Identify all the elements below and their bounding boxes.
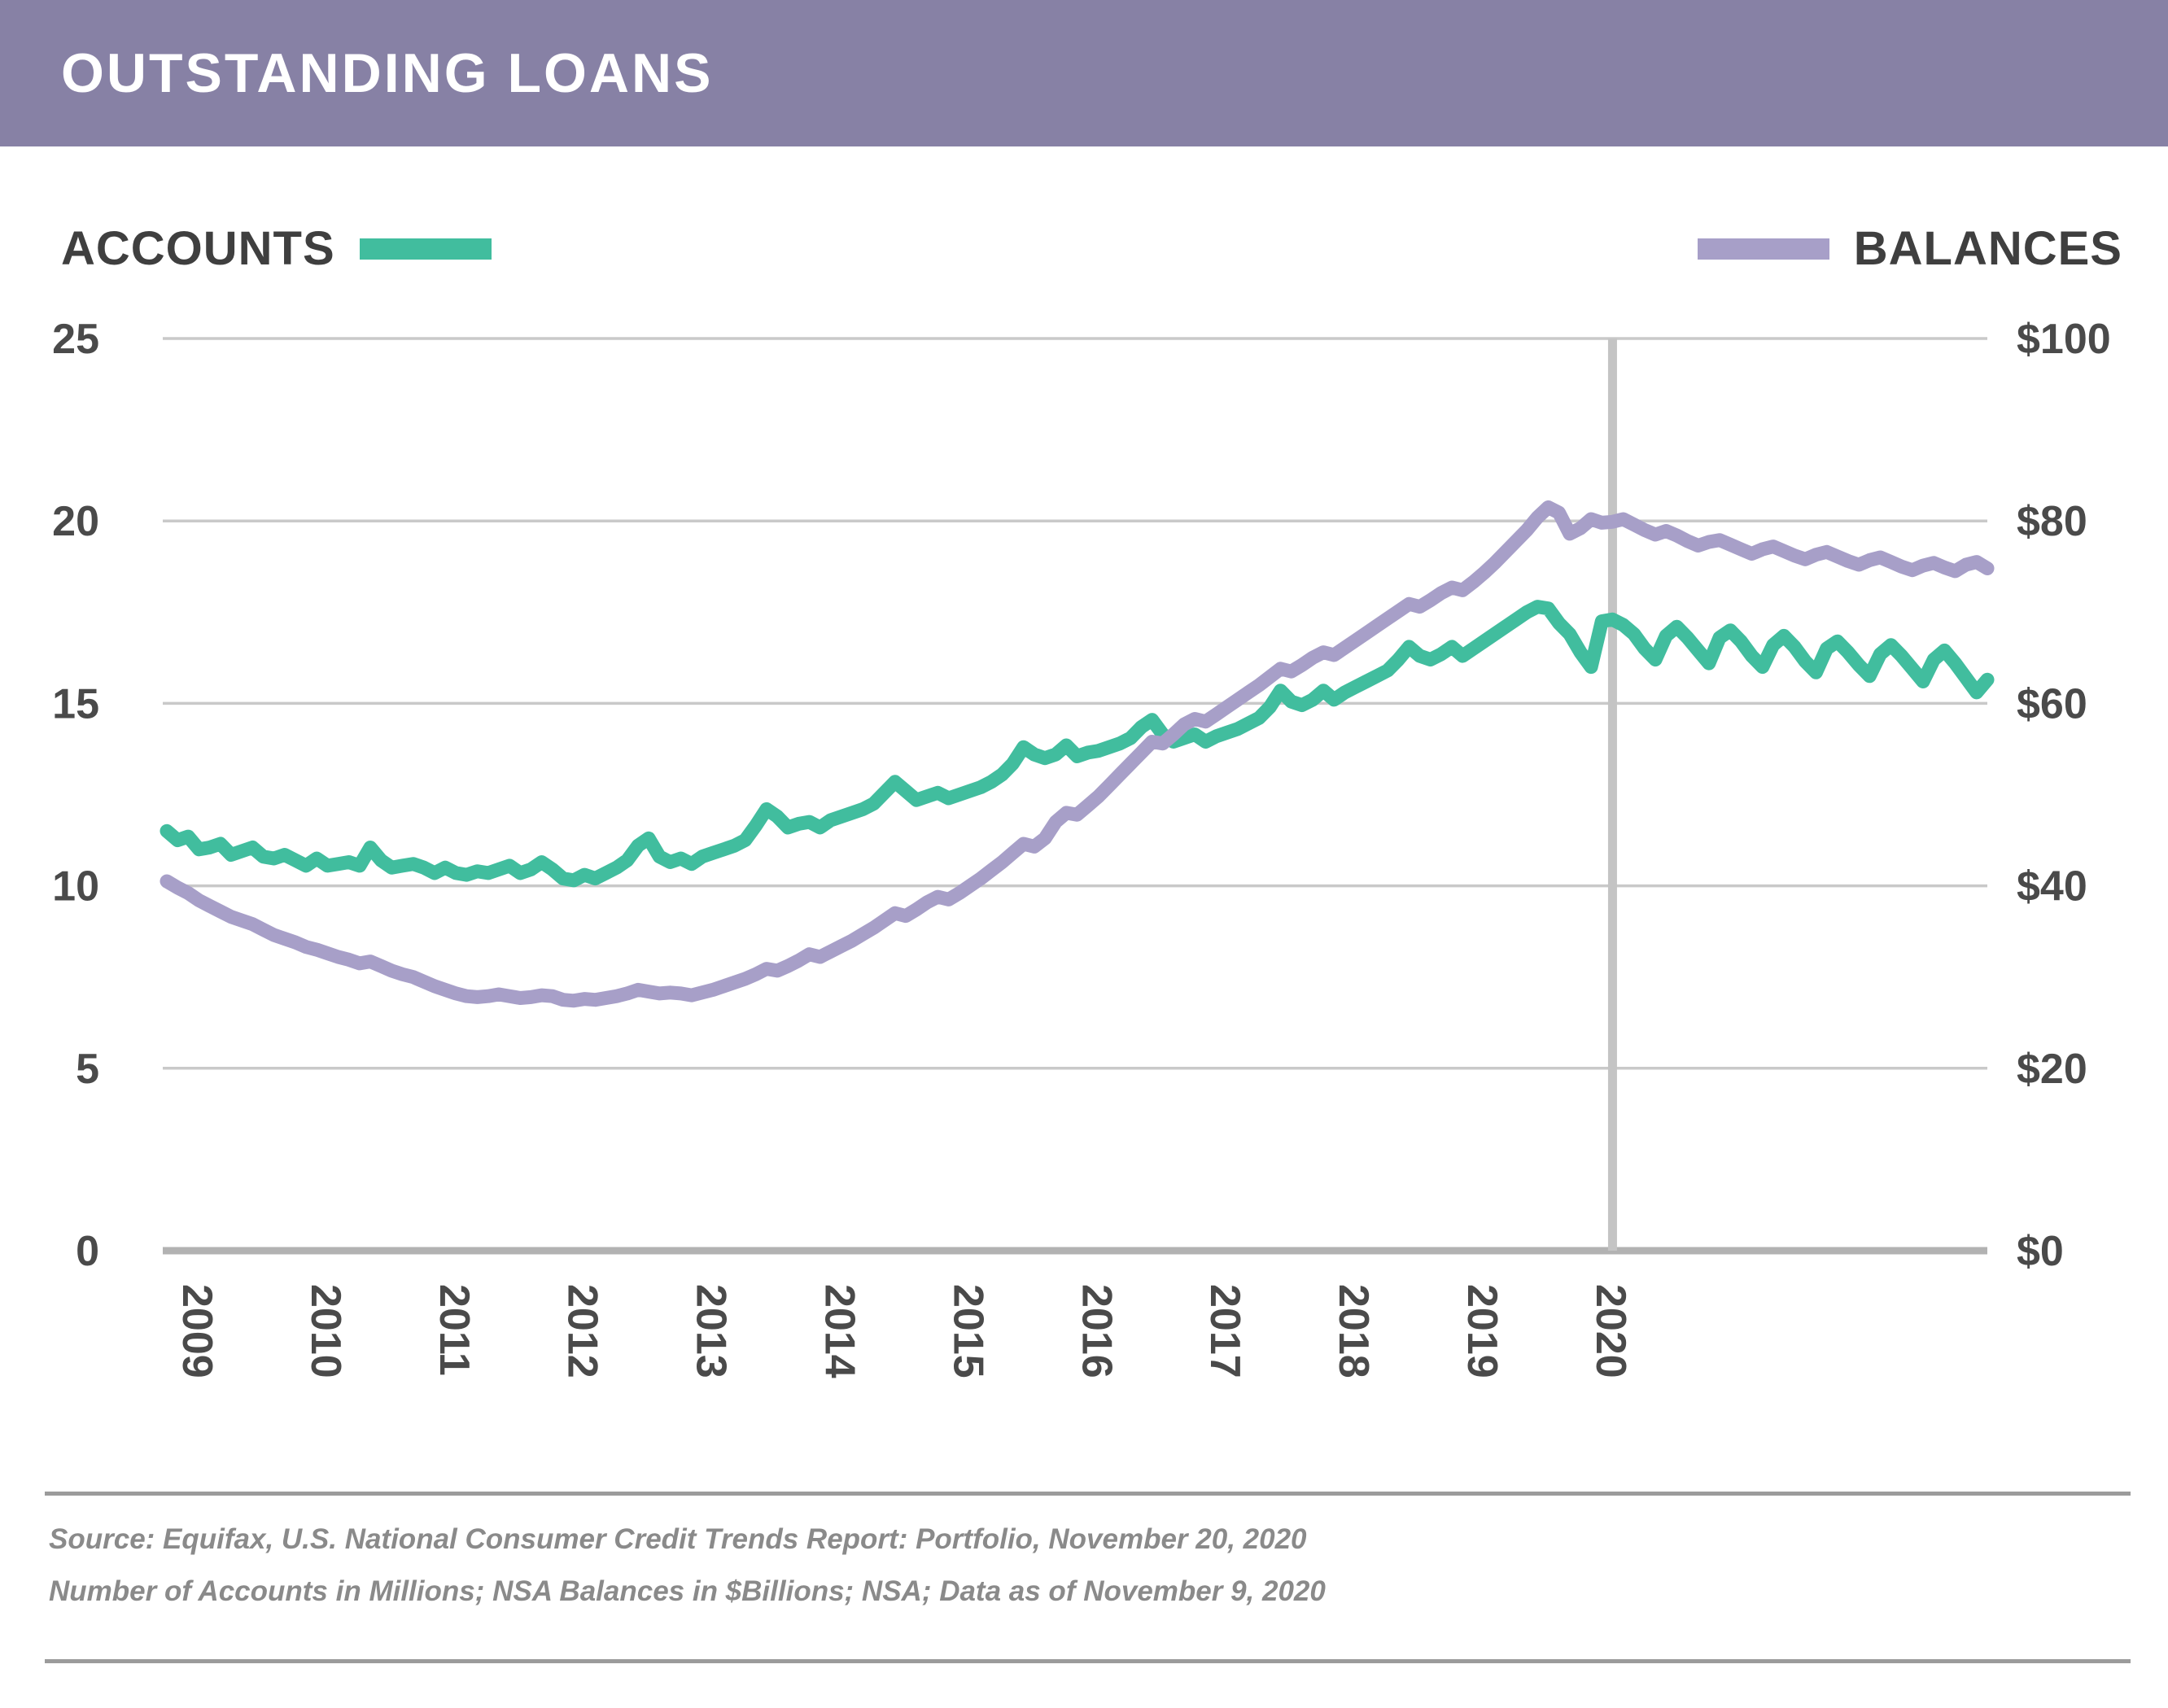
footer-divider-bottom [45, 1659, 2131, 1663]
right-axis-tick-20: $20 [2017, 1046, 2087, 1093]
accounts-legend-swatch [359, 238, 492, 260]
x-axis-tick-2012: 2012 [559, 1284, 606, 1378]
accounts-series-line [160, 600, 1995, 888]
page-title: OUTSTANDING LOANS [61, 42, 714, 104]
x-axis-tick-2017: 2017 [1201, 1284, 1248, 1378]
x-axis-tick-2018: 2018 [1330, 1284, 1377, 1378]
title-bar: OUTSTANDING LOANS [0, 0, 2168, 146]
left-axis-tick-5: 5 [76, 1046, 99, 1093]
x-axis-tick-2019: 2019 [1458, 1284, 1506, 1378]
left-axis-tick-15: 15 [52, 680, 99, 727]
left-axis-tick-10: 10 [52, 863, 99, 911]
left-axis-tick-20: 20 [52, 498, 99, 545]
right-axis-tick-40: $40 [2017, 863, 2087, 911]
source-line: Source: Equifax, U.S. National Consumer … [49, 1523, 1307, 1555]
x-axis-tick-2015: 2015 [944, 1284, 991, 1378]
x-axis-tick-2013: 2013 [688, 1284, 735, 1378]
x-axis-tick-2014: 2014 [816, 1284, 863, 1378]
units-note-line: Number of Accounts in Millions; NSA Bala… [49, 1575, 1326, 1607]
right-axis-tick-80: $80 [2017, 498, 2087, 545]
legend-balances: BALANCES [1697, 221, 2122, 276]
x-axis-tick-2011: 2011 [431, 1284, 478, 1376]
right-axis-tick-100: $100 [2017, 316, 2111, 363]
x-axis-tick-2010: 2010 [302, 1284, 349, 1378]
left-axis-tick-25: 25 [52, 316, 99, 363]
balances-legend-label: BALANCES [1853, 222, 2122, 275]
x-axis-tick-2009: 2009 [173, 1284, 221, 1378]
x-axis-tick-2020: 2020 [1587, 1284, 1634, 1378]
right-axis-tick-60: $60 [2017, 680, 2087, 727]
accounts-legend-label: ACCOUNTS [61, 222, 335, 275]
footer-divider-top [45, 1492, 2131, 1496]
legend-accounts: ACCOUNTS [61, 221, 492, 276]
x-axis-tick-2016: 2016 [1073, 1284, 1120, 1378]
balances-series-line [160, 500, 1995, 1008]
balances-legend-swatch [1697, 238, 1829, 260]
left-axis-tick-0: 0 [76, 1228, 99, 1275]
right-axis-tick-0: $0 [2017, 1228, 2064, 1275]
